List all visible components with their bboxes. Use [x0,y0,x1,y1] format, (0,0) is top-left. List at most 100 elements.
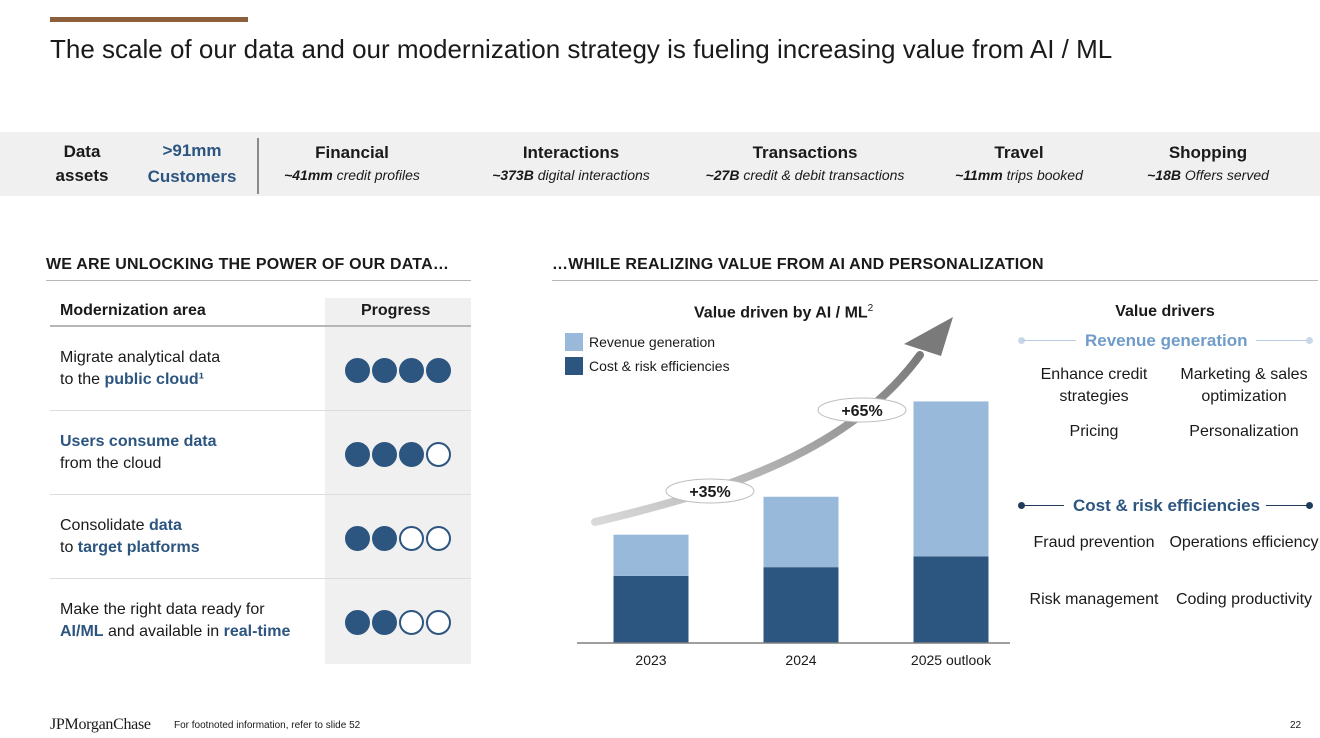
col-header-progress: Progress [361,302,431,319]
row-text: Migrate analytical data to the public cl… [60,327,320,411]
progress-dot-filled [345,526,370,551]
asset-travel: Travel ~11mm trips booked [945,132,1093,196]
row-text-highlight: real-time [223,623,291,640]
row-text: Users consume data from the cloud [60,411,320,495]
band-divider [257,138,259,194]
asset-desc: Offers served [1184,167,1269,183]
cost-line-left [1022,505,1064,506]
driver-coding-productivity: Coding productivity [1175,591,1313,608]
bar-revenue [763,496,839,568]
cost-line-right [1266,505,1310,506]
progress-dot-filled [426,358,451,383]
footnote-text: For footnoted information, refer to slid… [174,720,361,731]
asset-heading: Transactions [752,143,858,162]
x-tick-label: 2023 [635,652,666,668]
progress-dot-filled [372,526,397,551]
x-tick-label: 2025 outlook [911,652,992,668]
asset-heading: Interactions [522,143,620,162]
revenue-generation-heading: Revenue generation [1085,331,1248,350]
asset-financial: Financial ~41mm credit profiles [270,132,434,196]
asset-shopping: Shopping ~18B Offers served [1135,132,1281,196]
title-accent-bar [50,17,248,22]
bar-cost-risk [613,575,689,643]
asset-desc: digital interactions [537,167,650,183]
row-text-highlight: target platforms [77,539,200,556]
revenue-line-dot-left [1018,337,1025,344]
data-assets-band: Data assets >91mm Customers Financial ~4… [0,132,1320,196]
cost-line-dot-right [1306,502,1313,509]
row-text-highlight: AI/ML [60,623,104,640]
growth-annotation-label: +65% [841,403,882,420]
legend-item-revenue: Revenue generation [565,330,730,354]
row-text-highlight: Users consume data [60,433,217,450]
legend-label-revenue: Revenue generation [589,334,716,350]
value-drivers-title: Value drivers [1115,303,1215,320]
progress-indicator [345,610,451,635]
progress-dot-empty [426,610,451,635]
progress-dot-filled [372,610,397,635]
footnote-marker: ¹ [198,371,205,388]
data-assets-label-line1: Data [63,142,101,161]
table-row: Make the right data ready for AI/ML and … [50,579,471,663]
left-section-heading: WE ARE UNLOCKING THE POWER OF OUR DATA… [46,256,471,281]
customers-stat: >91mm Customers [137,132,247,196]
asset-value: ~18B [1147,167,1181,183]
progress-dot-empty [426,442,451,467]
asset-desc: credit & debit transactions [743,167,905,183]
progress-indicator [345,442,451,467]
driver-pricing: Pricing [1069,423,1119,440]
chart-title-footnote: 2 [867,303,874,314]
asset-heading: Financial [315,143,389,162]
col-header-area: Modernization area [60,302,206,319]
asset-heading: Travel [994,143,1044,162]
row-text-plain: to [60,539,78,556]
asset-heading: Shopping [1168,143,1248,162]
legend-swatch-cost [565,357,583,375]
progress-dot-empty [399,610,424,635]
data-assets-label-line2: assets [55,166,109,185]
growth-arrow-shaft [591,351,924,526]
row-text-plain: to the [60,371,105,388]
row-text-plain: Make the right data ready for [60,601,265,618]
asset-value: ~11mm [955,167,1003,183]
chart-legend: Revenue generation Cost & risk efficienc… [565,330,730,378]
driver-risk-management: Risk management [1029,591,1159,608]
progress-dot-filled [345,610,370,635]
table-header-rule [50,325,471,327]
table-row: Consolidate data to target platforms [50,495,471,579]
progress-dot-filled [345,442,370,467]
row-text-plain: and available in [103,623,224,640]
bar-cost-risk [913,556,989,643]
driver-operations-efficiency: Operations efficiency [1169,534,1319,551]
asset-value: ~41mm [284,167,333,183]
driver-personalization: Personalization [1189,423,1299,440]
row-text-highlight: public cloud [104,371,199,388]
stacked-bar-chart: 2023 2024 2025 outlook +35% +65% [577,317,1010,668]
bar-revenue [913,401,989,557]
row-text-highlight: data [148,517,182,534]
progress-indicator [345,358,451,383]
progress-dot-filled [345,358,370,383]
row-text-plain: Migrate analytical data [60,349,221,366]
legend-label-cost: Cost & risk efficiencies [589,358,730,374]
growth-annotation-bubble [665,478,755,504]
asset-desc: credit profiles [336,167,420,183]
table-row: Migrate analytical data to the public cl… [50,327,471,411]
slide-title: The scale of our data and our modernizat… [50,34,1113,64]
chart-title: Value driven by AI / ML2 [694,303,873,322]
progress-column-background [325,298,471,664]
growth-annotation-label: +35% [689,484,730,501]
cost-line-dot-left [1018,502,1025,509]
customers-value: >91mm [162,141,222,160]
driver-fraud-prevention: Fraud prevention [1033,534,1155,551]
x-tick-label: 2024 [785,652,816,668]
progress-dot-empty [426,526,451,551]
progress-indicator [345,526,451,551]
row-text: Consolidate data to target platforms [60,495,320,579]
table-row: Users consume data from the cloud [50,411,471,495]
row-text: Make the right data ready for AI/ML and … [60,579,320,663]
chart-title-text: Value driven by AI / ML [694,304,868,322]
growth-annotation-bubble [817,397,907,423]
revenue-line-right [1256,340,1310,341]
progress-dot-filled [399,442,424,467]
